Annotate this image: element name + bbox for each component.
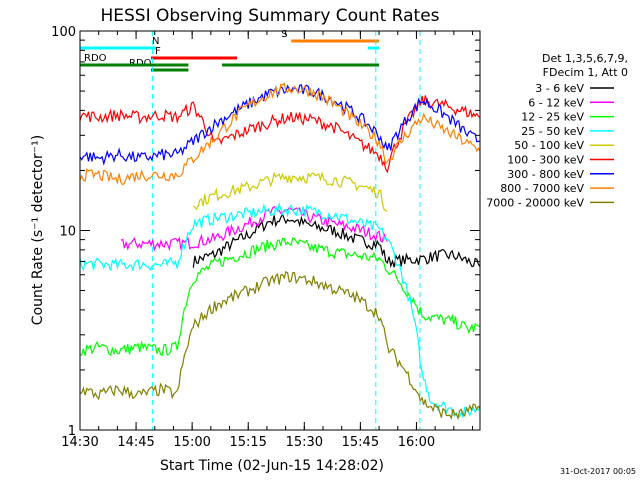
legend-label-7: 800 - 7000 keV <box>500 182 584 195</box>
flag-label-rdo: RDO <box>84 53 107 64</box>
legend-label-4: 50 - 100 keV <box>514 139 584 152</box>
legend: Det 1,3,5,6,7,9,FDecim 1, Att 0 3 - 6 keV… <box>486 52 628 209</box>
x-tick-label-0: 14:30 <box>61 435 98 450</box>
series-line-0 <box>192 212 481 269</box>
chart-title: HESSI Observing Summary Count Rates <box>100 6 439 26</box>
legend-label-5: 100 - 300 keV <box>507 154 584 167</box>
series-lines <box>79 82 481 421</box>
series-line-2 <box>79 237 481 357</box>
series-line-3 <box>79 201 481 420</box>
y-axis-label: Count Rate (s⁻¹ detector⁻¹) <box>30 135 46 325</box>
axis-ticks: 14:30 14:45 15:00 15:15 15:30 15:45 16:00 1 10 10… <box>51 25 480 450</box>
flag-bars: NFSRDORDO <box>80 29 421 430</box>
y-tick-label-0: 1 <box>68 424 76 439</box>
y-tick-label-1: 10 <box>59 225 76 240</box>
legend-label-2: 12 - 25 keV <box>521 111 584 124</box>
legend-label-1: 6 - 12 keV <box>528 96 584 109</box>
legend-label-6: 300 - 800 keV <box>507 168 584 181</box>
x-tick-label-3: 15:15 <box>229 435 266 450</box>
x-tick-label-6: 16:00 <box>398 435 435 450</box>
x-tick-label-2: 15:00 <box>173 435 210 450</box>
flag-label-n: N <box>152 36 159 47</box>
series-line-5 <box>79 95 481 174</box>
legend-header-0: Det 1,3,5,6,7,9, <box>542 52 628 65</box>
x-axis-label: Start Time (02-Jun-15 14:28:02) <box>160 458 384 474</box>
flag-label-f: F <box>155 46 161 57</box>
x-tick-label-1: 14:45 <box>117 435 154 450</box>
x-tick-label-5: 15:45 <box>342 435 379 450</box>
series-line-7 <box>79 82 481 186</box>
legend-label-8: 7000 - 20000 keV <box>486 196 584 209</box>
series-line-4 <box>192 171 388 212</box>
x-tick-label-4: 15:30 <box>286 435 323 450</box>
legend-header-1: FDecim 1, Att 0 <box>543 66 628 79</box>
flag-label-s: S <box>281 29 287 40</box>
series-line-1 <box>120 205 388 252</box>
legend-label-3: 25 - 50 keV <box>521 125 584 138</box>
y-tick-label-2: 100 <box>51 25 76 40</box>
series-line-8 <box>79 270 481 421</box>
footer-date: 31-Oct-2017 00:05 <box>560 467 636 476</box>
legend-label-0: 3 - 6 keV <box>535 82 584 95</box>
